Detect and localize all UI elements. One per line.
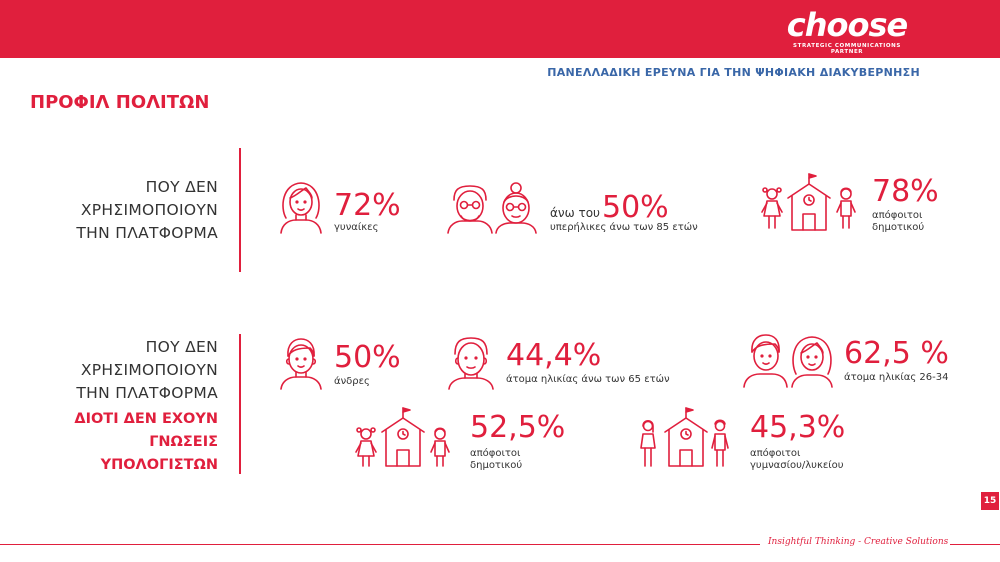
logo-tagline: STRATEGIC COMMUNICATIONS PARTNER — [793, 43, 901, 55]
woman-icon — [280, 182, 322, 234]
stat-secondary-graduates: 45,3% απόφοιτοι γυμνασίου/λυκείου — [636, 404, 866, 472]
page-number: 15 — [981, 492, 999, 510]
section1-label-line: ΧΡΗΣΙΜΟΠΟΙΟΥΝ — [80, 201, 218, 219]
stat-value: 78% — [872, 174, 939, 209]
section2-label: ΠΟΥ ΔΕΝ ΧΡΗΣΙΜΟΠΟΙΟΥΝ ΤΗΝ ΠΛΑΤΦΟΡΜΑ — [40, 336, 218, 405]
section2-label-line: ΤΗΝ ΠΛΑΤΦΟΡΜΑ — [76, 384, 218, 402]
section2-label-line: ΠΟΥ ΔΕΝ — [145, 338, 218, 356]
stat-caption: γυναίκες — [334, 222, 378, 234]
stat-caption-line: γυμνασίου/λυκείου — [750, 460, 844, 471]
stat-value: άνω του50% — [550, 192, 669, 229]
stat-value: 45,3% — [750, 410, 846, 445]
stat-primary-graduates: 78% απόφοιτοι δημοτικού — [758, 170, 958, 238]
section2-reason-line: ΓΝΩΣΕΙΣ — [149, 434, 218, 450]
man-icon — [280, 338, 322, 390]
stat-prefix: άνω του — [550, 206, 600, 220]
stat-caption-line: άνδρες — [334, 376, 370, 387]
stat-over-65: 44,4% άτομα ηλικίας άνω των 65 ετών — [444, 332, 714, 392]
choose-logo: choose STRATEGIC COMMUNICATIONS PARTNER — [782, 6, 912, 55]
stat-caption-line: απόφοιτοι — [750, 448, 801, 459]
section1-label: ΠΟΥ ΔΕΝ ΧΡΗΣΙΜΟΠΟΙΟΥΝ ΤΗΝ ΠΛΑΤΦΟΡΜΑ — [40, 176, 218, 245]
elderly-couple-icon — [447, 182, 537, 234]
logo-word: choose — [786, 6, 908, 44]
page-title: ΠΡΟΦΙΛ ΠΟΛΙΤΩΝ — [30, 92, 210, 113]
stat-caption: απόφοιτοι δημοτικού — [470, 448, 522, 472]
school-icon — [355, 407, 450, 467]
footer-line-left — [0, 544, 760, 545]
header-bar: choose STRATEGIC COMMUNICATIONS PARTNER — [0, 0, 1000, 58]
stat-caption: άτομα ηλικίας 26-34 — [844, 372, 948, 384]
section1-divider — [239, 148, 241, 272]
footer-line-right — [950, 544, 1000, 545]
stat-age-26-34: 62,5 % άτομα ηλικίας 26-34 — [740, 330, 970, 390]
section2-reason-line: ΔΙΟΤΙ ΔΕΝ ΕΧΟΥΝ — [74, 411, 218, 427]
stat-number: 50% — [602, 190, 669, 225]
survey-title: ΠΑΝΕΛΛΑΔΙΚΗ ΕΡΕΥΝΑ ΓΙΑ ΤΗΝ ΨΗΦΙΑΚΗ ΔΙΑΚΥ… — [547, 66, 920, 79]
stat-caption: άτομα ηλικίας άνω των 65 ετών — [506, 374, 670, 386]
stat-caption-line: άτομα ηλικίας 26-34 — [844, 372, 949, 383]
school-teens-icon — [640, 407, 729, 467]
stat-caption: απόφοιτοι γυμνασίου/λυκείου — [750, 448, 844, 472]
stat-elderly-85: άνω του50% υπερήλικες άνω των 85 ετών — [444, 178, 714, 238]
stat-caption-line: δημοτικού — [872, 222, 925, 233]
stat-caption: υπερήλικες άνω των 85 ετών — [550, 222, 698, 234]
stat-caption-line: υπερήλικες άνω των 85 ετών — [550, 222, 698, 233]
elderly-man-icon — [448, 337, 494, 390]
stat-men: 50% άνδρες — [276, 334, 426, 394]
stat-caption-line: απόφοιτοι — [470, 448, 521, 459]
stat-women: 72% γυναίκες — [276, 178, 426, 238]
school-icon — [761, 173, 856, 231]
stat-value: 50% — [334, 340, 401, 375]
stat-caption-line: γυναίκες — [334, 222, 379, 233]
section2-reason-line: ΥΠΟΛΟΓΙΣΤΩΝ — [100, 457, 218, 473]
section1-label-line: ΠΟΥ ΔΕΝ — [145, 178, 218, 196]
stat-caption-line: απόφοιτοι — [872, 210, 923, 221]
section2-label-line: ΧΡΗΣΙΜΟΠΟΙΟΥΝ — [80, 361, 218, 379]
stat-value: 62,5 % — [844, 336, 949, 371]
stat-value: 44,4% — [506, 338, 602, 373]
stat-value: 72% — [334, 188, 401, 223]
stat-caption: απόφοιτοι δημοτικού — [872, 210, 924, 234]
stat-caption: άνδρες — [334, 376, 370, 388]
young-couple-icon — [743, 334, 833, 388]
stat-value: 52,5% — [470, 410, 566, 445]
section1-label-line: ΤΗΝ ΠΛΑΤΦΟΡΜΑ — [76, 224, 218, 242]
stat-caption-line: δημοτικού — [470, 460, 523, 471]
stat-primary-graduates-2: 52,5% απόφοιτοι δημοτικού — [352, 404, 582, 472]
stat-caption-line: άτομα ηλικίας άνω των 65 ετών — [506, 374, 670, 385]
footer-slogan: Insightful Thinking - Creative Solutions — [768, 537, 949, 547]
section2-divider — [239, 334, 241, 474]
section2-reason: ΔΙΟΤΙ ΔΕΝ ΕΧΟΥΝ ΓΝΩΣΕΙΣ ΥΠΟΛΟΓΙΣΤΩΝ — [40, 408, 218, 477]
